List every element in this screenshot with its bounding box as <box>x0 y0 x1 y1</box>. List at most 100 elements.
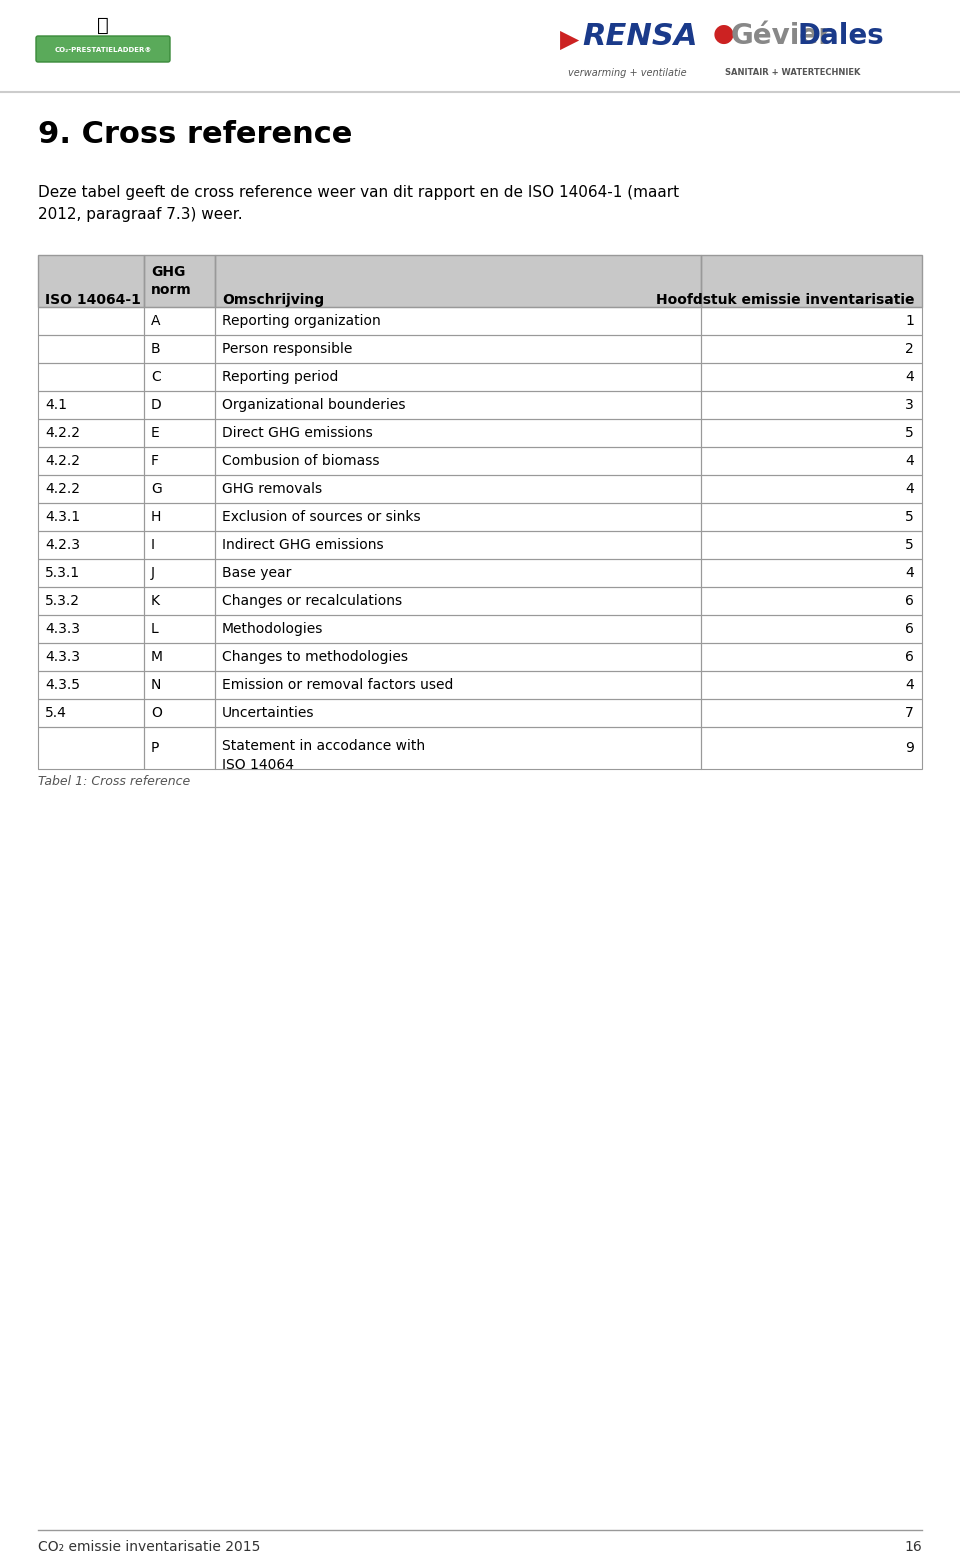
Bar <box>215 728 701 768</box>
Bar <box>215 728 701 768</box>
Bar <box>215 419 701 447</box>
Text: 9: 9 <box>905 742 914 756</box>
Bar <box>215 336 701 364</box>
Bar <box>144 364 215 390</box>
Bar <box>144 671 215 699</box>
Bar <box>701 475 922 503</box>
Bar <box>701 256 922 307</box>
Text: Combusion of biomass: Combusion of biomass <box>222 455 379 467</box>
Bar <box>701 475 922 503</box>
Bar <box>701 615 922 643</box>
Bar <box>701 307 922 336</box>
Bar <box>38 699 144 728</box>
Bar <box>215 699 701 728</box>
Text: GHG removals: GHG removals <box>222 481 322 495</box>
Text: F: F <box>151 455 159 467</box>
Text: 4: 4 <box>905 481 914 495</box>
Text: ISO 14064: ISO 14064 <box>222 757 294 771</box>
Text: 5.4: 5.4 <box>45 706 67 720</box>
Text: norm: norm <box>151 282 192 296</box>
Bar <box>701 560 922 586</box>
Bar <box>38 532 144 560</box>
Text: Exclusion of sources or sinks: Exclusion of sources or sinks <box>222 510 420 524</box>
Bar <box>38 390 144 419</box>
Bar <box>701 503 922 532</box>
Text: 5.3.2: 5.3.2 <box>45 594 80 608</box>
Text: Reporting organization: Reporting organization <box>222 314 380 328</box>
Bar <box>144 532 215 560</box>
Text: A: A <box>151 314 160 328</box>
Bar <box>38 475 144 503</box>
Text: RENSA: RENSA <box>582 22 698 52</box>
FancyBboxPatch shape <box>36 36 170 63</box>
Text: 4.3.5: 4.3.5 <box>45 677 80 691</box>
Bar <box>38 586 144 615</box>
Bar <box>38 447 144 475</box>
Text: CO₂-PRESTATIELADDER®: CO₂-PRESTATIELADDER® <box>55 47 152 53</box>
Bar <box>38 419 144 447</box>
Text: 4.2.2: 4.2.2 <box>45 455 80 467</box>
Text: 4: 4 <box>905 677 914 691</box>
Text: Tabel 1: Cross reference: Tabel 1: Cross reference <box>38 775 190 789</box>
Bar <box>215 256 701 307</box>
Bar <box>38 390 144 419</box>
Bar <box>215 503 701 532</box>
Text: L: L <box>151 622 158 637</box>
Bar <box>215 643 701 671</box>
Bar <box>38 336 144 364</box>
Text: O: O <box>151 706 162 720</box>
Bar <box>701 390 922 419</box>
Bar <box>38 643 144 671</box>
Bar <box>38 256 144 307</box>
Bar <box>215 364 701 390</box>
Bar <box>215 447 701 475</box>
Bar <box>144 699 215 728</box>
Text: E: E <box>151 426 159 441</box>
Bar <box>701 307 922 336</box>
Bar <box>38 643 144 671</box>
Bar <box>144 256 215 307</box>
Text: D: D <box>151 398 162 412</box>
Bar <box>701 671 922 699</box>
Bar <box>38 503 144 532</box>
Bar <box>701 560 922 586</box>
Bar <box>144 447 215 475</box>
Bar <box>38 532 144 560</box>
Text: N: N <box>151 677 161 691</box>
Bar <box>144 390 215 419</box>
Text: CO₂ emissie inventarisatie 2015: CO₂ emissie inventarisatie 2015 <box>38 1540 260 1554</box>
Bar <box>701 419 922 447</box>
Text: Omschrijving: Omschrijving <box>222 293 324 307</box>
Bar <box>144 615 215 643</box>
Text: Uncertainties: Uncertainties <box>222 706 314 720</box>
Text: Indirect GHG emissions: Indirect GHG emissions <box>222 538 383 552</box>
Text: 1: 1 <box>905 314 914 328</box>
Bar <box>144 364 215 390</box>
Bar <box>215 671 701 699</box>
Bar <box>38 586 144 615</box>
Text: Hoofdstuk emissie inventarisatie: Hoofdstuk emissie inventarisatie <box>656 293 914 307</box>
Bar <box>144 643 215 671</box>
Bar <box>215 615 701 643</box>
Bar <box>215 532 701 560</box>
Bar <box>38 364 144 390</box>
Text: 4.3.1: 4.3.1 <box>45 510 80 524</box>
Bar <box>215 336 701 364</box>
Text: 2: 2 <box>905 342 914 356</box>
Text: I: I <box>151 538 156 552</box>
Bar <box>38 307 144 336</box>
Bar <box>144 671 215 699</box>
Bar <box>38 728 144 768</box>
Bar <box>215 699 701 728</box>
Bar <box>215 256 701 307</box>
Bar <box>144 256 215 307</box>
Bar <box>215 364 701 390</box>
Text: B: B <box>151 342 160 356</box>
Bar <box>38 560 144 586</box>
Bar <box>144 643 215 671</box>
Bar <box>701 419 922 447</box>
Bar <box>38 503 144 532</box>
Text: 6: 6 <box>905 622 914 637</box>
Bar <box>144 503 215 532</box>
Bar <box>701 615 922 643</box>
